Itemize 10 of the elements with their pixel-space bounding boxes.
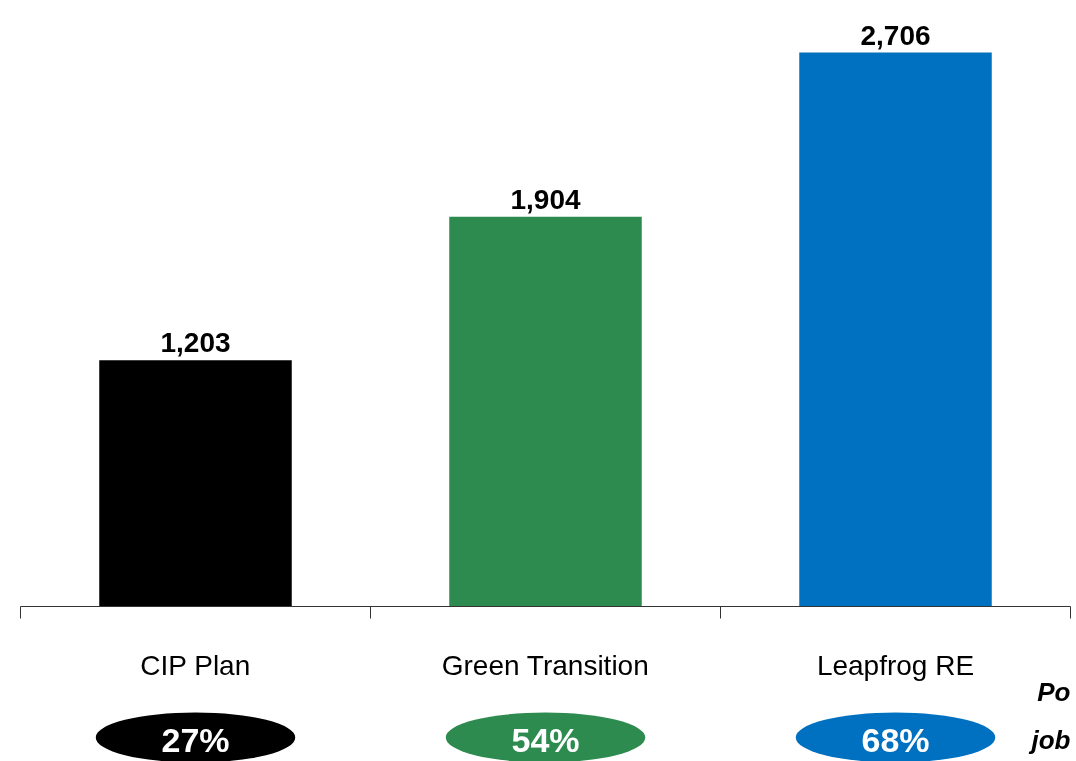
data-label: 1,904 xyxy=(510,183,581,215)
data-label: 1,203 xyxy=(160,327,231,359)
x-tick-label: Green Transition xyxy=(441,650,649,681)
data-label: 2,706 xyxy=(860,19,931,51)
x-tick-label: Leapfrog RE xyxy=(816,650,975,681)
text: 68% xyxy=(861,720,930,759)
x-tick-label: CIP Plan xyxy=(140,650,251,681)
text: 27% xyxy=(161,720,230,759)
text: Po job xyxy=(1028,676,1071,755)
text: 54% xyxy=(511,720,580,759)
